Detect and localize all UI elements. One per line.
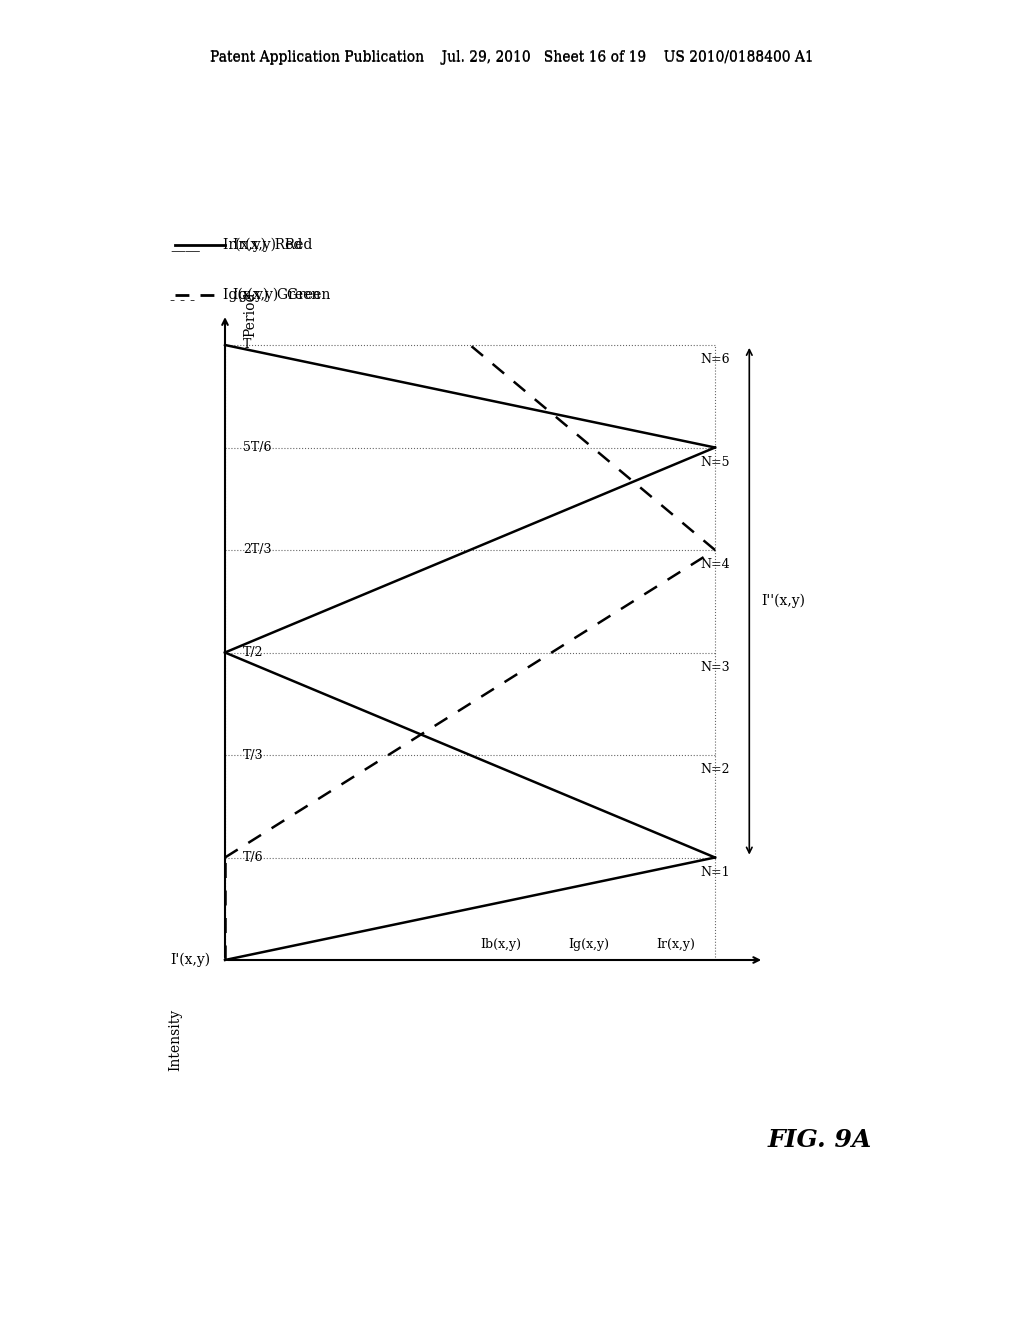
Text: ——: —— [170, 244, 201, 257]
Text: Patent Application Publication    Jul. 29, 2010   Sheet 16 of 19    US 2010/0188: Patent Application Publication Jul. 29, … [210, 51, 814, 65]
Text: Intensity: Intensity [168, 1008, 182, 1071]
Text: N=1: N=1 [700, 866, 730, 879]
Text: T/2: T/2 [243, 645, 263, 659]
Text: Patent Application Publication    Jul. 29, 2010   Sheet 16 of 19    US 2010/0188: Patent Application Publication Jul. 29, … [210, 50, 814, 65]
Text: T/6: T/6 [243, 851, 263, 865]
Text: Ir(x,y)  Red: Ir(x,y) Red [233, 238, 312, 252]
Text: I'(x,y): I'(x,y) [170, 953, 210, 968]
Text: Ib(x,y): Ib(x,y) [480, 939, 521, 952]
Text: Ir(x,y): Ir(x,y) [656, 939, 695, 952]
Text: T/3: T/3 [243, 748, 263, 762]
Text: T: T [243, 338, 251, 351]
Text: 2T/3: 2T/3 [243, 544, 271, 557]
Text: Period: Period [243, 292, 257, 337]
Text: Ig(x,y): Ig(x,y) [568, 939, 609, 952]
Text: I''(x,y): I''(x,y) [762, 594, 806, 609]
Text: Ig(x,y)  Green: Ig(x,y) Green [233, 288, 331, 302]
Text: Ig(x,y)  Green: Ig(x,y) Green [223, 288, 321, 302]
Text: Ir(x,y)  Red: Ir(x,y) Red [223, 238, 302, 252]
Text: 5T/6: 5T/6 [243, 441, 271, 454]
Text: N=3: N=3 [700, 661, 730, 673]
Text: N=4: N=4 [700, 558, 730, 572]
Text: N=2: N=2 [700, 763, 730, 776]
Text: N=5: N=5 [700, 455, 730, 469]
Text: N=6: N=6 [700, 354, 730, 366]
Text: - - -: - - - [170, 294, 196, 308]
Text: FIG. 9A: FIG. 9A [768, 1129, 872, 1152]
